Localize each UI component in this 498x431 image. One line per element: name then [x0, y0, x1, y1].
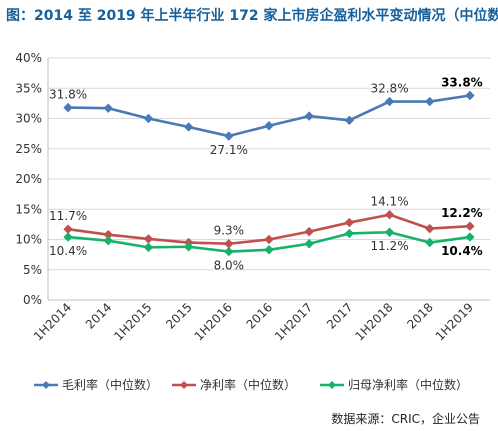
data-point — [425, 237, 435, 248]
y-tick-label: 40% — [15, 51, 42, 65]
data-point — [143, 242, 154, 253]
data-point — [304, 226, 314, 237]
data-point — [264, 245, 274, 255]
data-point — [425, 96, 435, 107]
data-point — [465, 90, 475, 101]
data-label: 10.4% — [49, 244, 87, 258]
y-tick-label: 20% — [15, 172, 42, 186]
data-label: 11.7% — [49, 209, 87, 223]
source-note: 数据来源：CRIC，企业公告 — [331, 412, 480, 426]
chart-title: 图：2014 至 2019 年上半年行业 172 家上市房企盈利水平变动情况（中… — [6, 8, 498, 24]
data-point — [425, 223, 435, 234]
data-label: 32.8% — [370, 82, 408, 96]
data-point — [465, 232, 475, 242]
data-point — [344, 217, 355, 228]
data-point — [63, 224, 73, 234]
data-point — [264, 121, 274, 131]
legend-label: 归母净利率（中位数） — [348, 377, 468, 392]
data-point — [344, 228, 355, 239]
x-tick-label: 2015 — [163, 300, 194, 331]
data-point — [63, 102, 73, 113]
data-point — [224, 239, 234, 249]
data-point — [63, 232, 73, 242]
data-label: 10.4% — [441, 244, 483, 258]
x-tick-label: 1H2019 — [433, 300, 476, 343]
data-point — [304, 111, 314, 121]
data-point — [224, 246, 234, 257]
legend-label: 毛利率（中位数） — [62, 377, 158, 392]
y-tick-label: 30% — [15, 112, 42, 126]
x-tick-label: 1H2018 — [352, 300, 395, 343]
data-point — [183, 122, 194, 132]
data-point — [384, 209, 395, 220]
x-tick-label: 2014 — [83, 300, 114, 331]
data-label: 33.8% — [441, 76, 483, 90]
legend: 毛利率（中位数） 净利率（中位数） 归母净利率（中位数） — [34, 377, 468, 392]
y-tick-label: 5% — [23, 263, 42, 277]
data-point — [183, 242, 194, 252]
data-point — [103, 236, 113, 246]
y-tick-label: 15% — [15, 202, 42, 216]
data-point — [384, 227, 395, 237]
y-tick-label: 35% — [15, 81, 42, 95]
data-point — [224, 131, 234, 141]
data-point — [304, 239, 314, 249]
data-label: 31.8% — [49, 88, 87, 102]
data-point — [465, 221, 475, 231]
x-tick-label: 1H2016 — [192, 300, 235, 343]
legend-marker — [180, 381, 188, 389]
legend-marker — [328, 381, 336, 389]
data-point — [264, 234, 274, 245]
data-label: 27.1% — [210, 143, 248, 157]
data-point — [384, 96, 395, 107]
x-tick-label: 1H2015 — [111, 300, 154, 343]
data-labels: 31.8% 27.1% 32.8% 33.8% 11.7% 9.3% 14.1% 12.2% 1… — [49, 76, 483, 273]
legend-marker — [42, 381, 50, 389]
y-tick-label: 0% — [23, 293, 42, 307]
data-label: 12.2% — [441, 206, 483, 220]
x-tick-label: 2018 — [404, 300, 435, 331]
data-label: 9.3% — [214, 224, 245, 238]
data-point — [143, 234, 154, 244]
data-point — [344, 115, 355, 126]
data-label: 14.1% — [370, 195, 408, 209]
y-axis: 0% 5% 10% 15% 20% 25% 30% 35% 40% — [15, 51, 49, 307]
data-point — [103, 103, 113, 113]
data-point — [143, 113, 154, 124]
x-tick-label: 2016 — [244, 300, 275, 331]
data-label: 11.2% — [370, 239, 408, 253]
series-lines — [63, 90, 475, 257]
data-label: 8.0% — [214, 259, 245, 273]
y-tick-label: 25% — [15, 142, 42, 156]
x-tick-label: 1H2017 — [272, 300, 315, 343]
x-tick-label: 2017 — [324, 300, 355, 331]
y-tick-label: 10% — [15, 233, 42, 247]
legend-label: 净利率（中位数） — [200, 377, 296, 392]
